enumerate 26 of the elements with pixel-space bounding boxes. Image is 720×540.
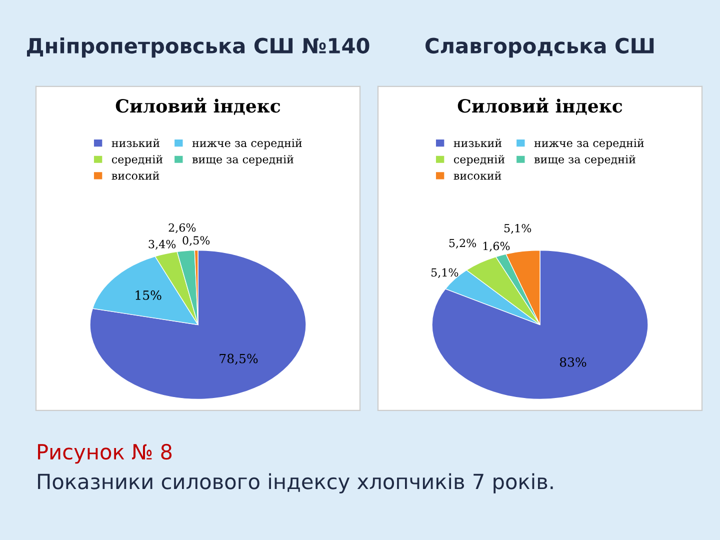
legend-label: низький bbox=[112, 138, 160, 148]
legend-label: нижче за середній bbox=[192, 138, 302, 150]
chart-title: Славгородська СШ bbox=[426, 38, 654, 58]
chart-title: Дніпропетровська СШ №140 bbox=[26, 37, 370, 58]
legend-label: вище за середній bbox=[192, 154, 294, 166]
legend-label: вище за середній bbox=[534, 154, 636, 166]
data-label: 15% bbox=[136, 290, 162, 300]
chart-subtitle: Силовий індекс bbox=[458, 98, 622, 115]
legend-label: середній bbox=[454, 154, 504, 166]
legend-label: високий bbox=[112, 171, 160, 180]
text: Показники силового індексу хлопчиків 7 років. bbox=[38, 473, 553, 494]
text: Рисунок № 8 bbox=[38, 444, 172, 464]
data-label: 1,6% bbox=[483, 242, 510, 252]
legend-label: низький bbox=[454, 138, 502, 148]
chart-subtitle: Силовий індекс bbox=[116, 98, 280, 115]
legend-label: високий bbox=[454, 171, 502, 180]
data-label: 2,6% bbox=[168, 223, 196, 234]
legend-label: нижче за середній bbox=[534, 138, 644, 150]
data-label: 5,1% bbox=[431, 268, 458, 278]
data-label: 83% bbox=[560, 357, 586, 367]
legend-label: середній bbox=[112, 154, 162, 166]
data-label: 78,5% bbox=[220, 354, 258, 365]
data-label: 5,2% bbox=[449, 238, 476, 249]
data-label: 3,4% bbox=[148, 240, 176, 250]
data-label: 5,1% bbox=[504, 224, 532, 234]
data-label: 0,5% bbox=[182, 236, 210, 246]
